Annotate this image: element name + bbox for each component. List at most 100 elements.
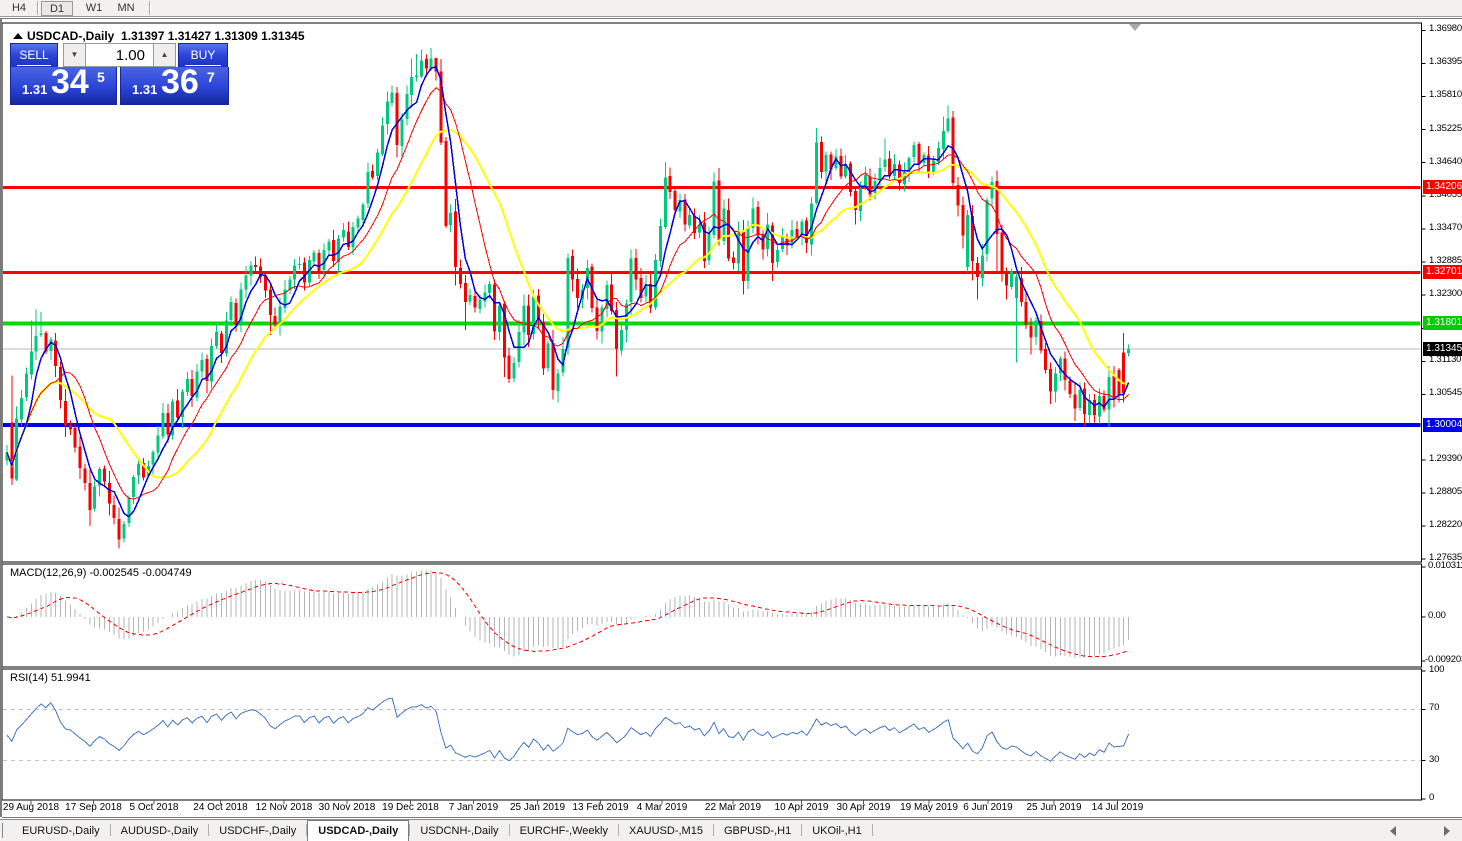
candle-body [814, 142, 818, 203]
candle-body [712, 181, 716, 236]
candle-body [566, 257, 570, 348]
candle-body [302, 262, 306, 283]
sell-button[interactable]: SELL [10, 43, 58, 67]
tab-scroll-left-icon[interactable] [1390, 826, 1396, 836]
symbol-ohlc-header: USDCAD-,Daily 1.31397 1.31427 1.31309 1.… [27, 29, 305, 43]
candle-body [756, 206, 760, 236]
candle-body [844, 164, 848, 177]
macd-signal-line [6, 572, 1129, 658]
rsi-tick-label: 100 [1429, 664, 1445, 676]
candle-body [624, 303, 628, 330]
volume-input[interactable] [86, 43, 153, 67]
candle-body [878, 167, 882, 181]
current-price-flag: 1.31345 [1423, 342, 1462, 357]
timeframe-button-h4[interactable]: H4 [11, 2, 27, 14]
tab-usdcnh-daily[interactable]: USDCNH-,Daily [420, 825, 499, 837]
collapse-triangle-icon[interactable] [13, 33, 23, 39]
candle-body [346, 231, 350, 248]
candle-body [897, 164, 901, 184]
rsi-line [6, 697, 1130, 762]
tab-gbpusd-h1[interactable]: GBPUSD-,H1 [723, 825, 792, 837]
date-axis-label: 25 Jun 2019 [1026, 802, 1082, 813]
sell-price-quote[interactable]: 1.31 34 5 [10, 63, 117, 105]
candle-body [454, 211, 458, 267]
candle-body [1073, 394, 1077, 409]
candle-body [985, 200, 989, 255]
candle-body [273, 315, 277, 325]
volume-decrease-button[interactable]: ▼ [63, 43, 86, 67]
timeframe-button-d1[interactable]: D1 [41, 1, 73, 16]
candle-body [829, 154, 833, 170]
candle-body [439, 71, 443, 143]
tab-separator [409, 823, 411, 836]
candle-body [156, 435, 160, 453]
tab-audusd-daily[interactable]: AUDUSD-,Daily [120, 825, 199, 837]
candle-body [975, 262, 979, 278]
candle-body [1063, 358, 1067, 381]
candle-body [819, 142, 823, 172]
candle-body [1049, 368, 1053, 392]
timeframe-button-mn[interactable]: MN [117, 2, 135, 14]
tab-ukoil-h1[interactable]: UKOil-,H1 [812, 825, 862, 837]
candle-body [727, 210, 731, 259]
candle-body [195, 371, 199, 398]
candle-body [151, 451, 155, 465]
price-tick-label: 1.32300 [1429, 288, 1462, 300]
candle-body [239, 289, 243, 324]
main-plot-group[interactable] [3, 47, 1422, 549]
date-axis-label: 14 Jul 2019 [1091, 802, 1144, 813]
candle-body [741, 231, 745, 281]
macd-panel-border [2, 563, 1422, 668]
candle-body [322, 249, 326, 270]
candle-body [980, 255, 984, 279]
chart-window: USDCAD-,Daily 1.31397 1.31427 1.31309 1.… [0, 18, 1462, 818]
candle-body [39, 333, 43, 335]
rsi-tick-label: 30 [1429, 753, 1440, 765]
candle-body [83, 468, 87, 484]
candle-body [873, 180, 877, 193]
candle-body [1029, 326, 1033, 338]
candle-body [327, 241, 331, 251]
buy-price-quote[interactable]: 1.31 36 7 [120, 63, 229, 105]
candle-body [190, 379, 194, 396]
candle-body [385, 101, 389, 124]
candle-body [610, 284, 614, 311]
tab-xauusd-m15[interactable]: XAUUSD-,M15 [628, 825, 703, 837]
candle-body [78, 446, 82, 468]
candle-body [380, 125, 384, 154]
candle-body [912, 145, 916, 157]
candle-body [849, 163, 853, 193]
candle-body [717, 180, 721, 241]
candlestick-chart[interactable] [2, 19, 1462, 818]
candle-body [619, 330, 623, 351]
timeframe-button-w1[interactable]: W1 [85, 2, 103, 14]
candle-body [512, 363, 516, 379]
buy-button[interactable]: BUY [178, 43, 228, 67]
candle-body [288, 279, 292, 290]
volume-increase-button[interactable]: ▲ [153, 43, 176, 67]
candle-body [615, 309, 619, 349]
date-axis-label: 6 Jun 2019 [963, 802, 1013, 813]
candle-body [215, 331, 219, 346]
tab-eurusd-daily[interactable]: EURUSD-,Daily [22, 825, 100, 837]
candle-body [605, 284, 609, 309]
candle-body [639, 278, 643, 298]
date-axis-label: 22 Mar 2019 [704, 802, 762, 813]
tab-eurchf-weekly[interactable]: EURCHF-,Weekly [519, 825, 608, 837]
date-axis-label: 12 Nov 2018 [255, 802, 313, 813]
candle-body [268, 289, 272, 315]
candle-body [697, 224, 701, 233]
rsi-tick-label: 70 [1429, 702, 1440, 714]
candle-body [478, 299, 482, 310]
candle-body [20, 398, 24, 420]
candle-body [283, 289, 287, 308]
price-tick-label: 1.33470 [1429, 221, 1462, 233]
tab-usdchf-daily[interactable]: USDCHF-,Daily [219, 825, 297, 837]
candle-body [546, 343, 550, 368]
candle-body [493, 284, 497, 332]
tab-usdcad-daily[interactable]: USDCAD-,Daily [307, 820, 410, 841]
hline-price-flag-support-green: 1.31801 [1423, 316, 1462, 331]
tab-scroll-right-icon[interactable] [1444, 826, 1450, 836]
candle-body [73, 427, 77, 448]
